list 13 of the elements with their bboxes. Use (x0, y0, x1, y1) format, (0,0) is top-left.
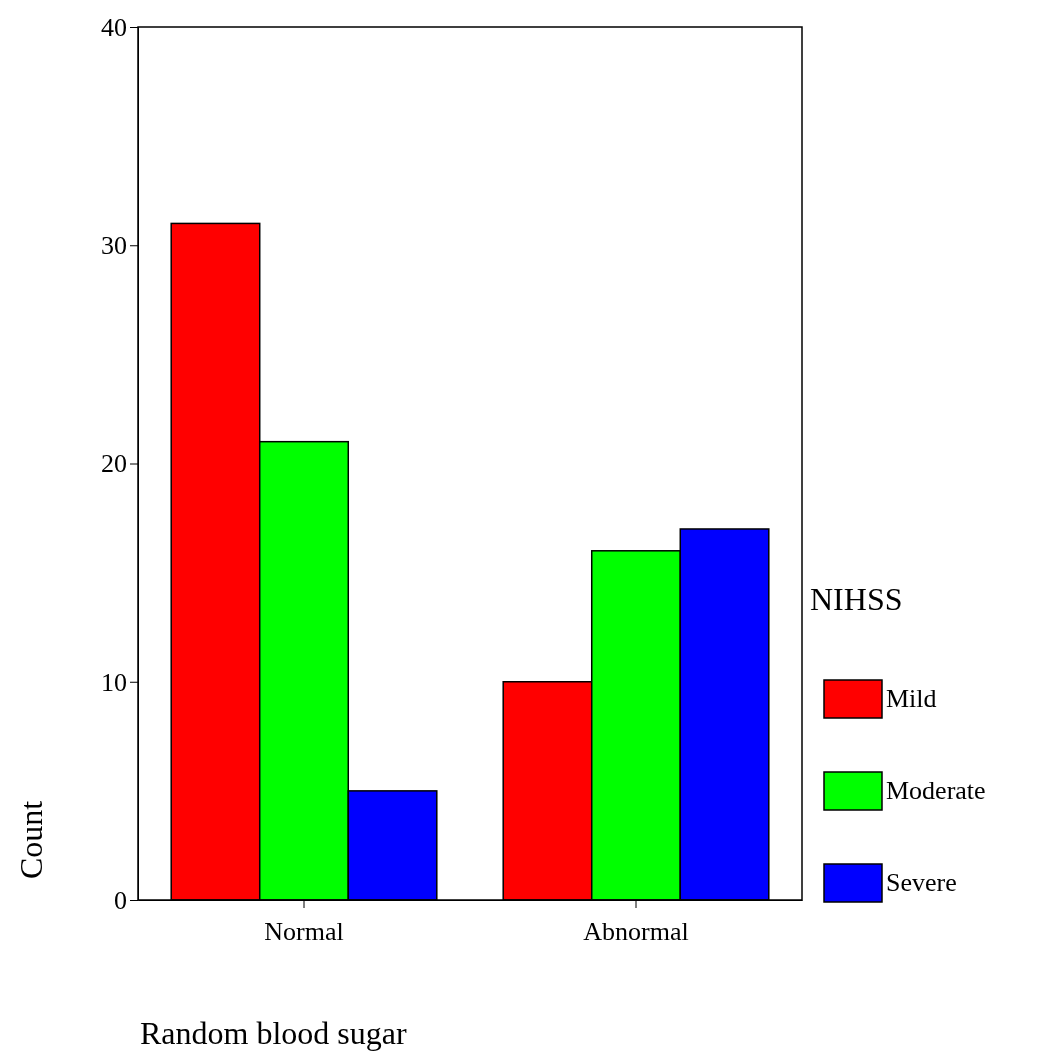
legend-label: Mild (886, 684, 937, 713)
y-tick-label: 30 (101, 231, 127, 261)
y-tick-label: 10 (101, 667, 127, 697)
legend-label: Moderate (886, 776, 986, 805)
x-tick-label: Normal (264, 916, 344, 946)
y-tick-label: 40 (101, 12, 127, 42)
y-tick-label: 20 (101, 449, 127, 479)
legend-title: NIHSS (810, 581, 903, 617)
y-tick-label: 0 (114, 885, 127, 915)
legend-label: Severe (886, 868, 957, 897)
y-axis-title: Count (13, 800, 49, 880)
x-axis-title: Random blood sugar (140, 1015, 407, 1051)
x-tick-label: Abnormal (583, 916, 689, 946)
